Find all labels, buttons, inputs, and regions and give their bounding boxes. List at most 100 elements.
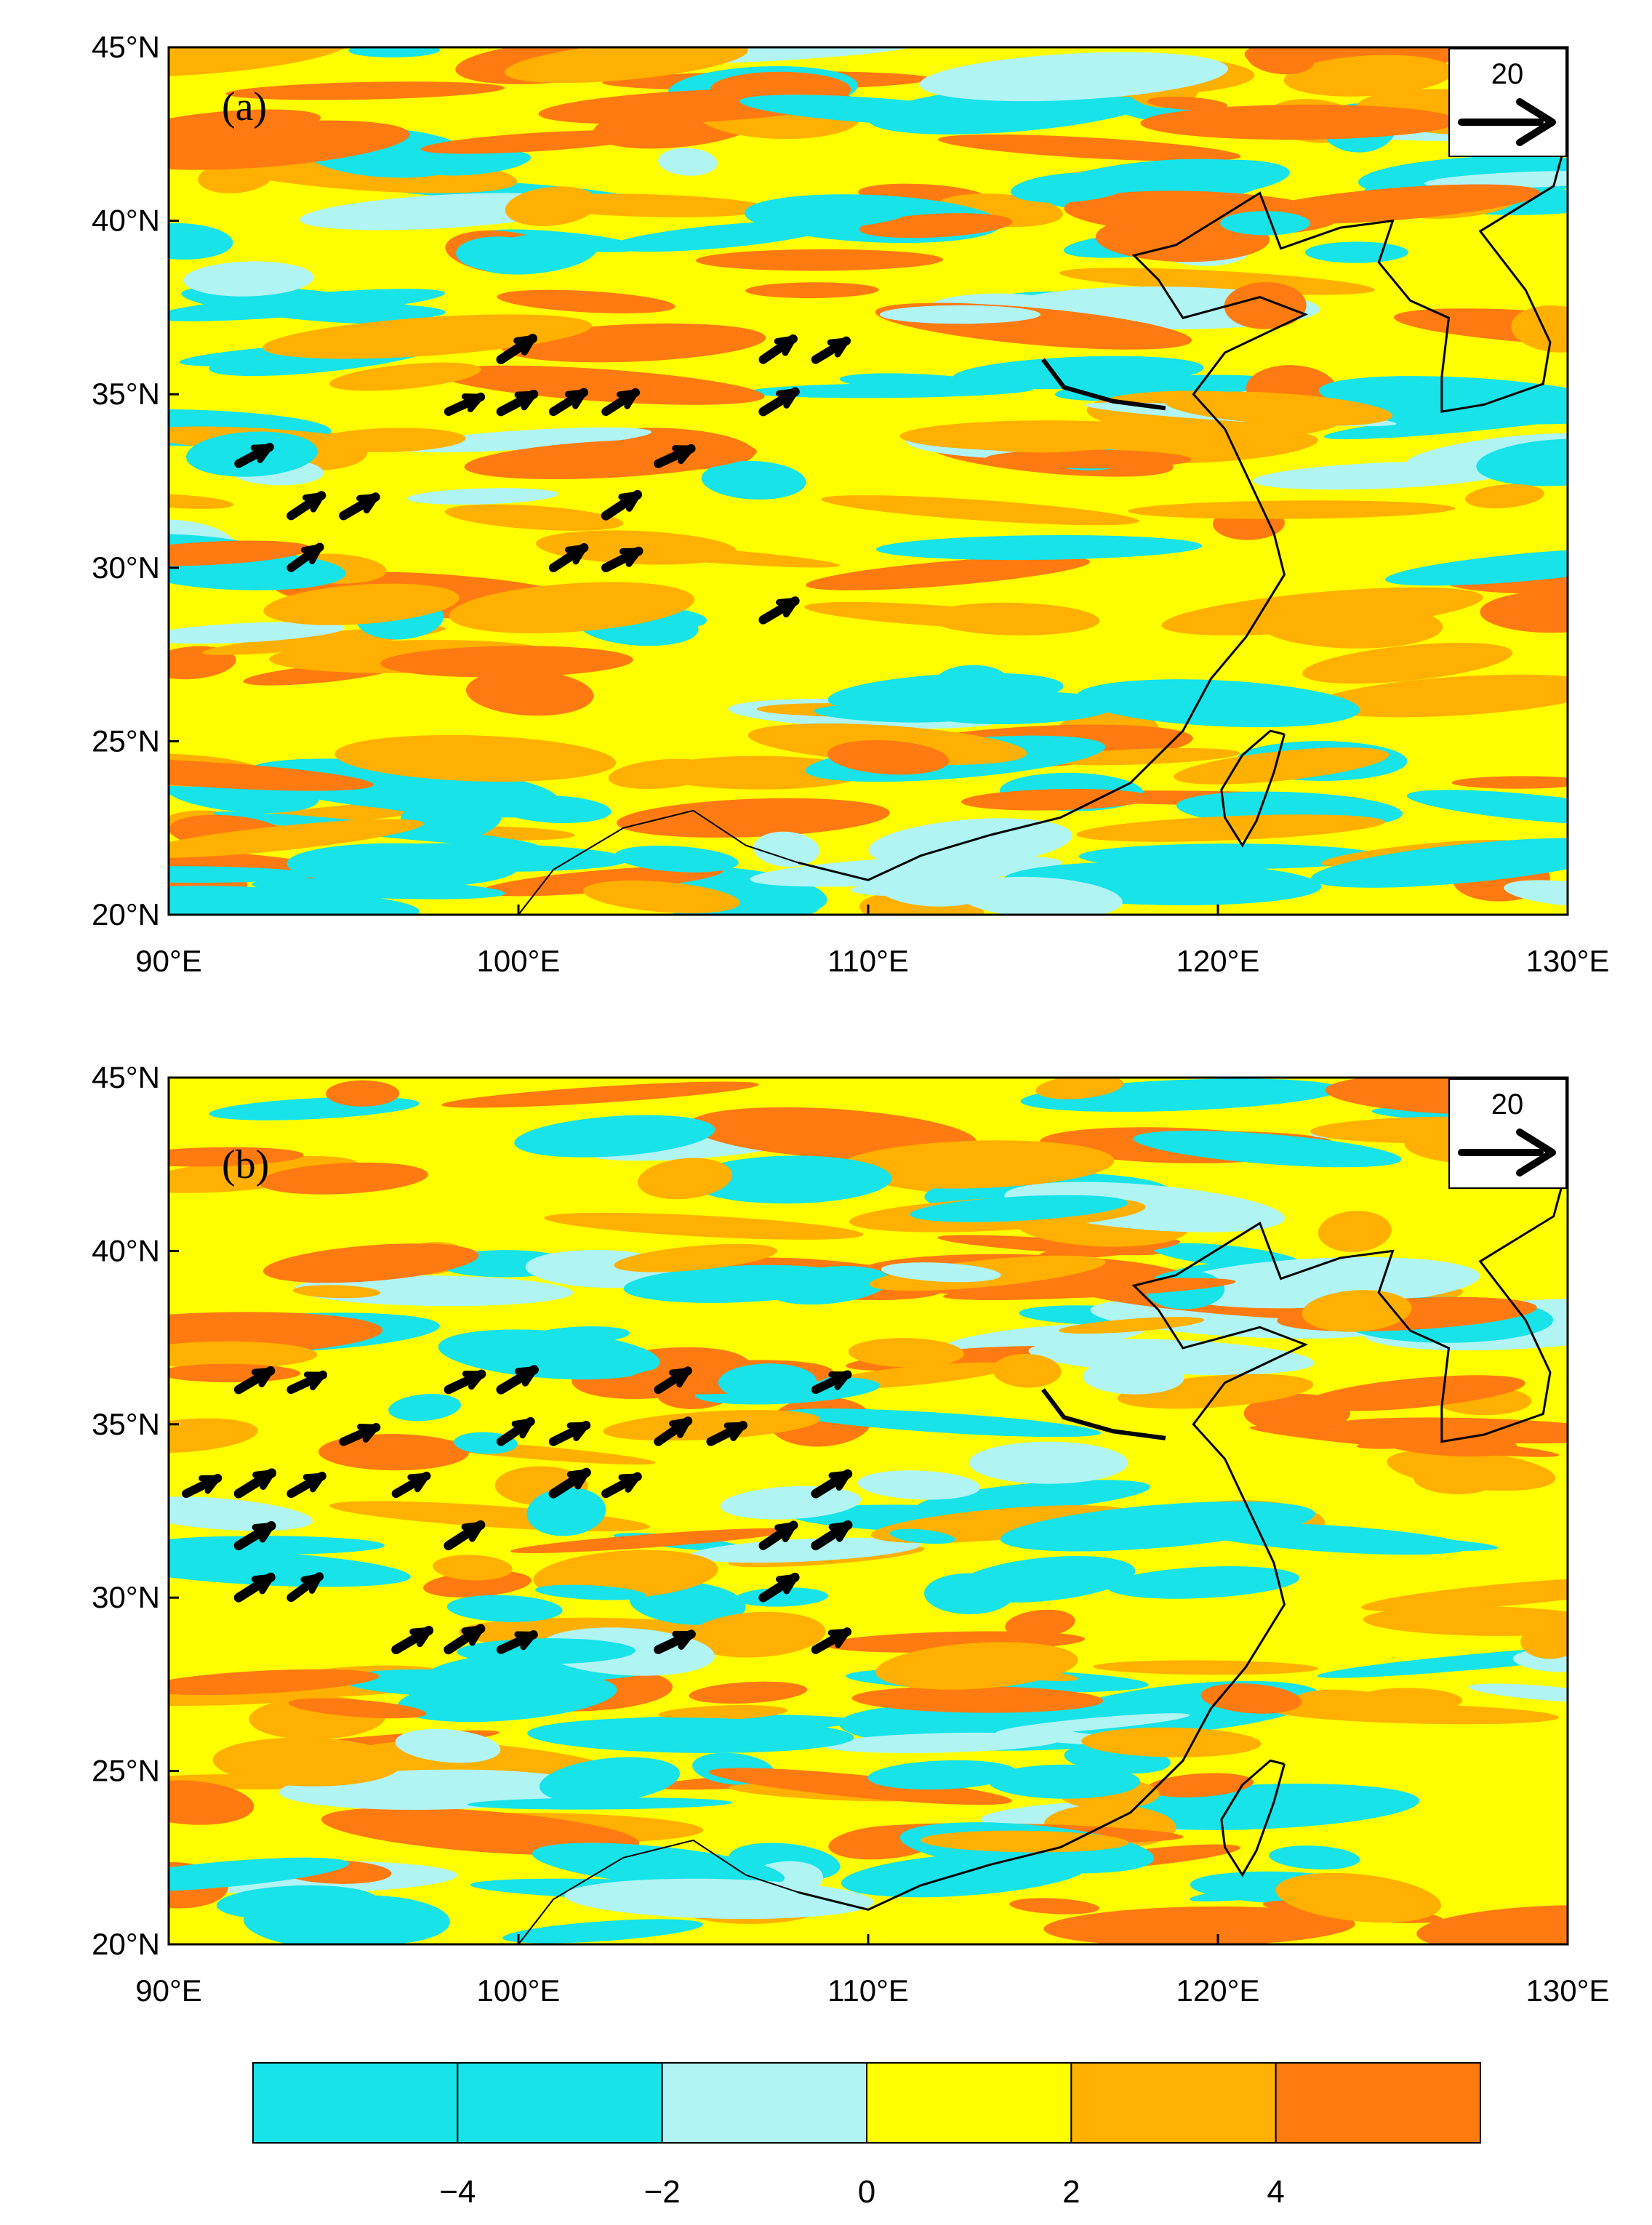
lon-tick-label: 90°E — [135, 944, 202, 978]
lat-tick-label: 20°N — [92, 897, 160, 931]
reference-arrow-icon — [1458, 1128, 1556, 1176]
colorbar-label: 0 — [858, 2174, 875, 2210]
lon-axis-b: 90°E 100°E 110°E 120°E 130°E — [135, 1934, 1609, 2008]
wind-vector-head — [669, 1418, 691, 1438]
colorbar-swatch — [1070, 2062, 1277, 2144]
reference-vector-box-b: 20 — [1448, 1078, 1567, 1189]
wind-vector-head — [409, 1627, 433, 1648]
lat-tick-label: 40°N — [92, 204, 160, 238]
coastline-a — [518, 133, 1568, 915]
wind-vector-head — [300, 544, 323, 564]
wind-vector-head — [827, 1628, 851, 1648]
wind-vector-head — [461, 1625, 484, 1646]
wind-vector-head — [828, 1470, 851, 1491]
lon-tick-label: 130°E — [1526, 944, 1610, 978]
colorbar-label: 2 — [1062, 2174, 1080, 2210]
colorbar-swatch — [866, 2062, 1072, 2144]
wind-vector-head — [672, 445, 694, 465]
wind-vector-head — [565, 544, 588, 565]
wind-vector-head — [776, 598, 798, 618]
wind-vector-head — [828, 1521, 851, 1542]
lat-tick-label: 35°N — [92, 1407, 160, 1441]
lat-tick-label: 40°N — [92, 1233, 160, 1267]
colorbar-swatch — [661, 2062, 868, 2144]
shaded-field-a — [169, 47, 1568, 915]
wind-vector-head — [566, 1469, 590, 1490]
wind-vector-head — [251, 1367, 274, 1387]
wind-vector-head — [302, 1472, 326, 1493]
wind-vector-head — [723, 1422, 747, 1442]
colorbar: −4 −2 0 2 4 — [252, 2062, 1481, 2210]
lon-tick-label: 130°E — [1526, 1973, 1610, 2008]
wind-vector-head — [357, 1423, 380, 1443]
wind-vector-head — [617, 389, 639, 409]
lon-axis-a: 90°E 100°E 110°E 120°E 130°E — [135, 905, 1609, 978]
wind-vector-head — [827, 337, 850, 358]
wind-vector-head — [672, 1630, 695, 1650]
wind-vectors-a — [234, 334, 851, 625]
lon-tick-label: 110°E — [827, 1973, 909, 2008]
lon-tick-label: 110°E — [827, 944, 909, 978]
wind-vector-head — [252, 1522, 275, 1543]
shaded-field-b — [169, 1078, 1568, 1944]
wind-vector-head — [303, 1371, 326, 1391]
reference-vector-label-b: 20 — [1491, 1089, 1524, 1120]
reference-vector-label-a: 20 — [1491, 58, 1524, 90]
panel-label-a: (a) — [222, 84, 267, 129]
coastline-b — [518, 1163, 1568, 1944]
lat-tick-label: 35°N — [92, 377, 160, 411]
wind-vector-head — [356, 494, 379, 514]
lon-tick-label: 100°E — [477, 944, 561, 978]
wind-vector-head — [300, 1573, 323, 1594]
wind-vector-head — [462, 1371, 485, 1390]
lat-tick-label: 20°N — [92, 1927, 160, 1961]
wind-vector-head — [775, 1573, 798, 1595]
panel-b: 45°N 40°N 35°N 30°N 25°N 20°N 90°E 100°E 110°E 1… — [92, 1060, 1609, 2008]
lat-tick-label: 45°N — [92, 1060, 160, 1094]
wind-vector-head — [618, 491, 641, 512]
lat-axis-b: 45°N 40°N 35°N 30°N 25°N 20°N — [92, 1060, 179, 1961]
reference-arrow-icon — [1458, 98, 1556, 146]
wind-vector-head — [461, 1521, 484, 1542]
panel-a: 45°N 40°N 35°N 30°N 25°N 20°N 90°E 100°E 110°E 1… — [92, 30, 1609, 978]
lat-tick-label: 45°N — [92, 30, 160, 64]
wind-vector-head — [407, 1472, 430, 1493]
lat-tick-label: 30°N — [92, 1580, 160, 1614]
lon-tick-label: 100°E — [477, 1973, 561, 2008]
wind-vector-head — [514, 390, 537, 411]
wind-vector-head — [828, 1371, 851, 1390]
wind-vector-head — [461, 393, 484, 412]
lat-tick-label: 30°N — [92, 550, 160, 585]
wind-vector-head — [669, 1368, 691, 1388]
wind-vector-head — [252, 1470, 276, 1490]
wind-vector-head — [566, 1422, 590, 1441]
lat-tick-label: 25°N — [92, 1754, 160, 1788]
wind-vector-head — [251, 1573, 274, 1595]
wind-vector-head — [513, 334, 537, 356]
wind-vector-head — [564, 389, 588, 409]
wind-vector-head — [250, 444, 273, 463]
wind-vector-head — [514, 1366, 537, 1387]
colorbar-swatch — [252, 2062, 459, 2144]
wind-vector-head — [619, 548, 642, 567]
lat-tick-label: 25°N — [92, 723, 160, 758]
reference-vector-box-a: 20 — [1448, 48, 1567, 157]
colorbar-label: −4 — [439, 2174, 476, 2210]
wind-vector-head — [511, 1418, 534, 1439]
colorbar-label: −2 — [644, 2174, 681, 2210]
wind-vector-head — [302, 492, 325, 513]
wind-vector-head — [199, 1475, 221, 1494]
lon-tick-label: 120°E — [1176, 1973, 1260, 2008]
lon-tick-label: 120°E — [1176, 944, 1260, 978]
colorbar-swatch — [1275, 2062, 1481, 2144]
lon-tick-label: 90°E — [135, 1973, 202, 2008]
wind-vector-head — [774, 335, 797, 356]
wind-vector-head — [514, 1631, 537, 1651]
colorbar-swatch — [457, 2062, 663, 2144]
wind-vectors-b — [182, 1365, 853, 1655]
panel-label-b: (b) — [222, 1142, 269, 1187]
wind-vector-head — [776, 388, 798, 409]
wind-vector-head — [774, 1522, 797, 1542]
wind-vector-head — [618, 1473, 641, 1493]
